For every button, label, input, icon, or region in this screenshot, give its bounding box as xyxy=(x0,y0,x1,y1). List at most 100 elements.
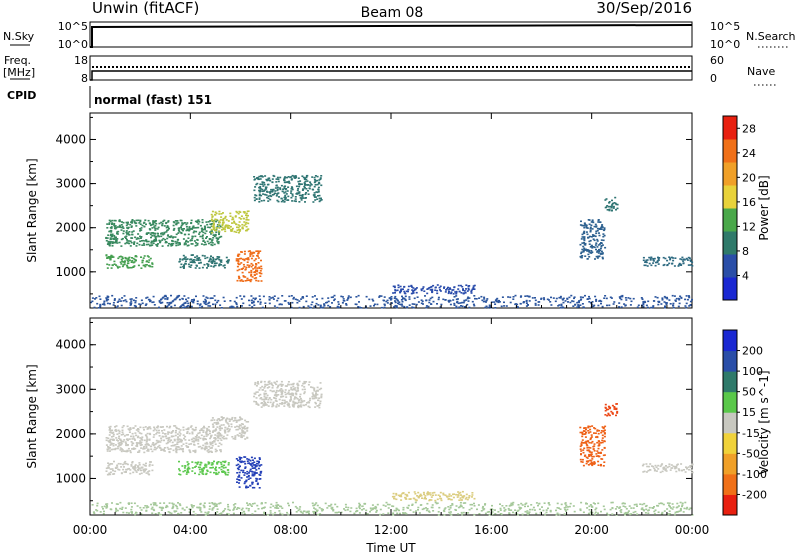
echo-point xyxy=(192,227,195,229)
echo-point xyxy=(318,200,321,203)
echo-point xyxy=(383,303,386,306)
echo-point xyxy=(211,244,214,247)
echo-point xyxy=(233,419,236,421)
echo-point xyxy=(585,248,587,251)
echo-point xyxy=(126,425,129,428)
echo-point xyxy=(108,264,111,266)
echo-point xyxy=(311,296,314,298)
echo-point xyxy=(588,243,591,245)
echo-point xyxy=(298,183,301,186)
echo-point xyxy=(460,505,463,508)
echo-point xyxy=(590,236,593,238)
y-tick-label: 2000 xyxy=(55,427,86,441)
echo-point xyxy=(560,305,563,307)
echo-point xyxy=(258,190,261,193)
echo-point xyxy=(510,502,513,505)
echo-point xyxy=(264,193,266,196)
echo-point xyxy=(191,461,194,463)
echo-point xyxy=(162,436,165,438)
echo-point xyxy=(393,286,396,289)
echo-point xyxy=(303,400,306,402)
echo-point xyxy=(583,248,586,251)
echo-point xyxy=(158,444,161,447)
echo-point xyxy=(130,261,133,263)
echo-point xyxy=(480,510,483,512)
echo-point xyxy=(338,306,341,309)
echo-point xyxy=(357,306,360,308)
echo-point xyxy=(436,289,439,292)
echo-point xyxy=(449,513,452,515)
echo-point xyxy=(426,502,429,505)
echo-point xyxy=(149,257,152,260)
echo-point xyxy=(261,398,264,401)
echo-point xyxy=(187,297,190,299)
echo-point xyxy=(174,504,177,507)
echo-point xyxy=(191,299,194,301)
echo-point xyxy=(590,224,593,227)
echo-point xyxy=(306,174,309,177)
echo-point xyxy=(240,436,243,438)
echo-point xyxy=(301,194,304,197)
echo-point xyxy=(242,435,245,437)
echo-point xyxy=(596,246,599,248)
echo-point xyxy=(303,183,306,185)
echo-point xyxy=(448,511,451,514)
echo-point xyxy=(294,196,297,198)
echo-point xyxy=(183,437,185,440)
echo-point xyxy=(666,508,669,510)
echo-point xyxy=(195,295,197,298)
echo-point xyxy=(124,256,127,259)
echo-point xyxy=(304,201,306,203)
echo-point xyxy=(116,464,119,467)
echo-point xyxy=(581,248,584,251)
echo-point xyxy=(302,197,305,199)
echo-point xyxy=(200,434,203,437)
echo-point xyxy=(254,464,257,466)
echo-point xyxy=(106,257,109,259)
echo-point xyxy=(340,511,343,514)
echo-point xyxy=(442,493,445,496)
echo-point xyxy=(218,220,221,223)
echo-point xyxy=(185,445,188,447)
echo-point xyxy=(240,512,243,514)
echo-point xyxy=(148,439,151,441)
echo-point xyxy=(305,192,308,194)
echo-point xyxy=(239,211,242,213)
echo-point xyxy=(414,498,417,501)
echo-point xyxy=(172,449,175,452)
echo-point xyxy=(264,397,267,399)
echo-point xyxy=(243,259,246,262)
echo-point xyxy=(606,205,609,207)
echo-point xyxy=(142,463,145,466)
echo-point xyxy=(319,382,322,384)
echo-point xyxy=(219,502,222,504)
echo-point xyxy=(661,299,664,301)
echo-point xyxy=(668,502,671,504)
echo-point xyxy=(183,228,185,230)
echo-point xyxy=(139,235,141,238)
echo-point xyxy=(260,194,263,197)
echo-point xyxy=(439,495,441,498)
echo-point xyxy=(567,301,569,303)
echo-point xyxy=(211,509,214,511)
echo-point xyxy=(234,435,237,437)
echo-point xyxy=(224,228,226,230)
echo-point xyxy=(247,458,250,461)
echo-point xyxy=(400,495,403,498)
echo-point xyxy=(260,259,262,262)
echo-point xyxy=(458,306,461,308)
echo-point xyxy=(141,302,144,305)
echo-point xyxy=(485,299,488,302)
echo-point xyxy=(582,449,585,451)
echo-point xyxy=(187,244,190,247)
echo-point xyxy=(291,404,294,406)
echo-point xyxy=(444,507,447,509)
echo-point xyxy=(220,443,223,446)
echo-point xyxy=(569,301,572,304)
echo-point xyxy=(568,505,571,508)
echo-point xyxy=(599,249,602,252)
echo-point xyxy=(230,230,233,232)
echo-point xyxy=(668,510,671,512)
echo-point xyxy=(145,506,148,509)
echo-point xyxy=(427,510,430,512)
